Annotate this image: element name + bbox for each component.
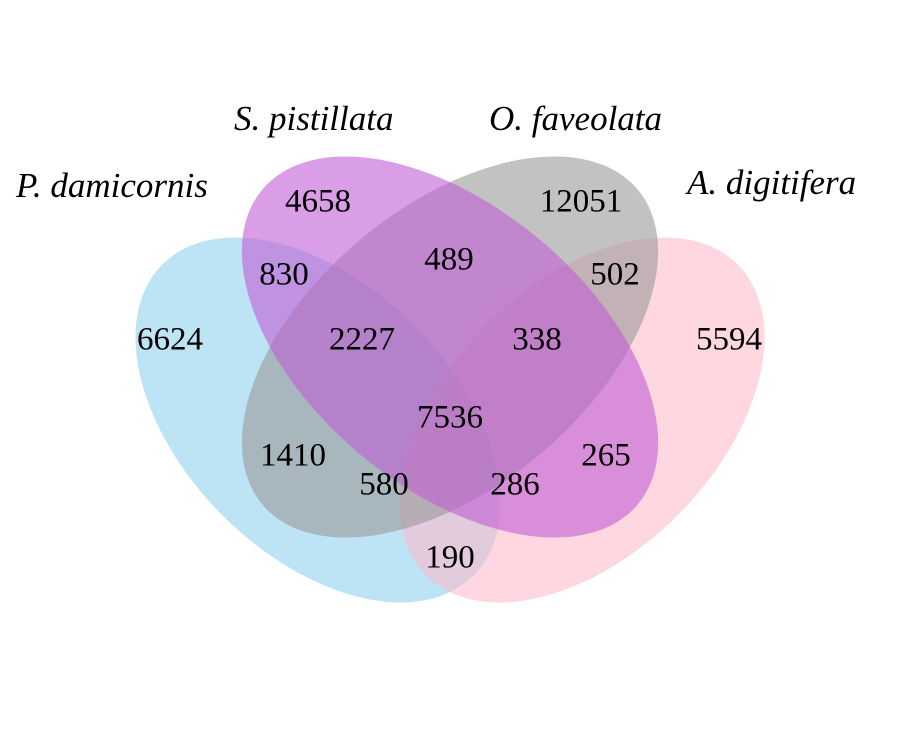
count-of-only: 12051 (540, 184, 623, 220)
count-sp-of-ad: 338 (512, 322, 562, 358)
count-sp-ad: 265 (581, 438, 631, 474)
count-pd-sp: 830 (259, 257, 309, 293)
count-of-ad: 502 (590, 257, 640, 293)
count-pd-only: 6624 (137, 322, 203, 358)
label-p-damicornis: P. damicornis (15, 166, 208, 205)
count-pd-of: 1410 (260, 438, 326, 474)
count-sp-of: 489 (424, 242, 474, 278)
label-a-digitifera: A. digitifera (685, 163, 856, 202)
count-pd-ad: 190 (425, 540, 475, 576)
count-pd-of-ad: 580 (359, 467, 409, 503)
count-sp-only: 4658 (285, 184, 351, 220)
count-all: 7536 (417, 400, 483, 436)
label-s-pistillata: S. pistillata (234, 99, 393, 138)
count-ad-only: 5594 (696, 322, 762, 358)
count-pd-sp-ad: 286 (490, 467, 540, 503)
count-pd-sp-of: 2227 (329, 322, 395, 358)
label-o-faveolata: O. faveolata (489, 99, 662, 138)
ellipse-s-pistillata (241, 156, 659, 538)
